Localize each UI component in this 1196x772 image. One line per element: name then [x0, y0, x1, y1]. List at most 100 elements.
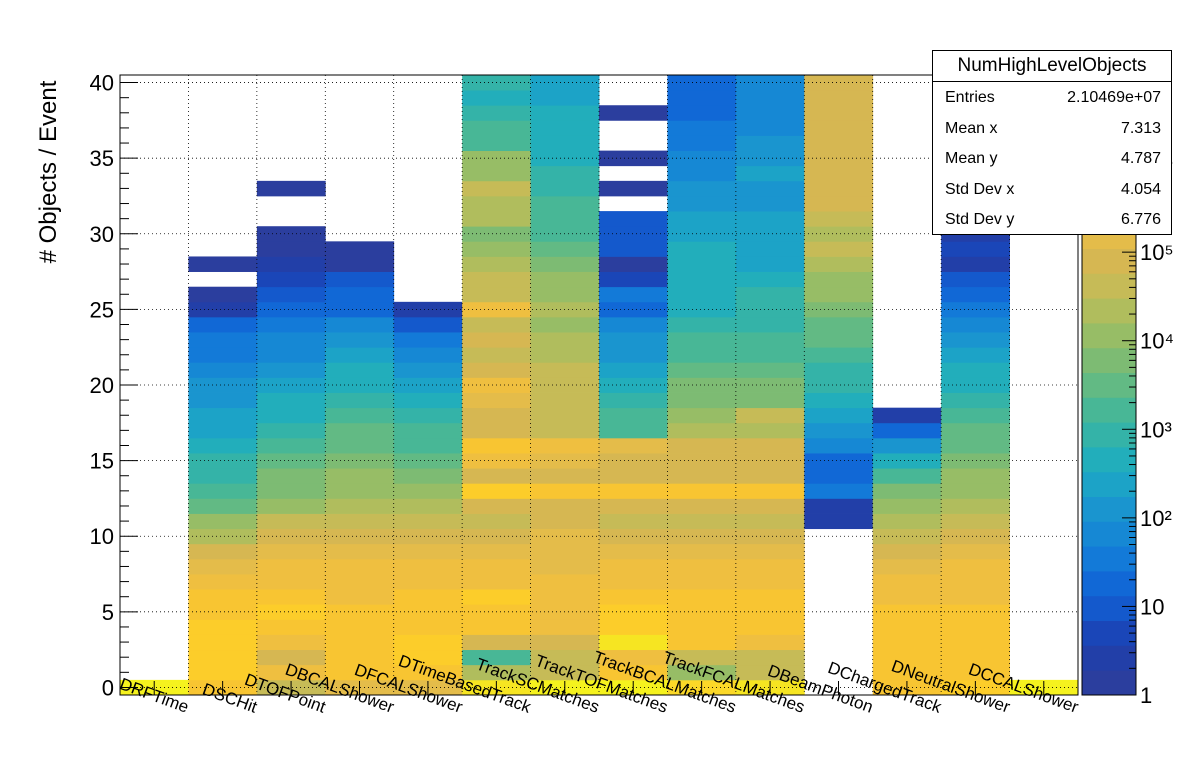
- heatmap-cell: [393, 664, 463, 681]
- heatmap-cell: [462, 120, 531, 136]
- heatmap-cell: [599, 180, 668, 197]
- heatmap-cell: [941, 392, 1010, 409]
- heatmap-cell: [599, 226, 668, 242]
- stats-value: 7.313: [1120, 119, 1161, 137]
- heatmap-cell: [530, 649, 600, 666]
- heatmap-cell: [872, 558, 942, 575]
- heatmap-cell: [325, 422, 395, 439]
- heatmap-cell: [804, 241, 874, 257]
- heatmap-cell: [735, 513, 805, 530]
- heatmap-cell: [735, 619, 805, 635]
- heatmap-cell: [941, 634, 1010, 651]
- heatmap-cell: [462, 271, 531, 288]
- heatmap-cell: [941, 543, 1010, 560]
- heatmap-cell: [256, 498, 326, 514]
- heatmap-cell: [188, 604, 258, 620]
- heatmap-cell: [735, 150, 805, 167]
- heatmap-cell: [667, 543, 737, 560]
- heatmap-cell: [667, 604, 737, 620]
- heatmap-cell: [872, 589, 942, 605]
- heatmap-cell: [188, 392, 258, 409]
- heatmap-cell: [941, 483, 1010, 499]
- heatmap-cell: [325, 362, 395, 378]
- heatmap-cell: [188, 407, 258, 424]
- heatmap-cell: [325, 619, 395, 635]
- z-tick-label: 1: [1140, 683, 1152, 708]
- stats-value: 2.10469e+07: [1067, 89, 1161, 106]
- heatmap-cell: [530, 332, 600, 348]
- heatmap-cell: [462, 180, 531, 197]
- heatmap-cell: [393, 634, 463, 651]
- heatmap-cell: [188, 634, 258, 651]
- heatmap-cell: [188, 589, 258, 605]
- heatmap-cell: [188, 528, 258, 545]
- heatmap-cell: [804, 75, 874, 91]
- heatmap-cell: [393, 332, 463, 348]
- heatmap-cell: [804, 256, 874, 272]
- heatmap-cell: [941, 332, 1010, 348]
- heatmap-cell: [599, 664, 668, 681]
- heatmap-cell: [256, 574, 326, 590]
- heatmap-cell: [188, 543, 258, 560]
- heatmap-cell: [599, 316, 668, 333]
- heatmap-cell: [667, 75, 737, 91]
- stats-row-std-dev-x: Std Dev x 4.054: [933, 174, 1171, 205]
- heatmap-cell: [188, 286, 258, 303]
- heatmap-cell: [256, 649, 326, 666]
- heatmap-cell: [325, 649, 395, 666]
- heatmap-cell: [599, 604, 668, 620]
- heatmap-cell: [462, 543, 531, 560]
- heatmap-cell: [941, 271, 1010, 288]
- heatmap-cell: [462, 407, 531, 424]
- z-tick-label: 10: [1140, 594, 1164, 619]
- heatmap-cell: [941, 453, 1010, 469]
- heatmap-cell: [393, 543, 463, 560]
- y-tick-label: 20: [90, 373, 114, 398]
- heatmap-cell: [256, 226, 326, 242]
- heatmap-cell: [530, 90, 600, 106]
- y-tick-label: 35: [90, 146, 114, 171]
- heatmap-cell: [735, 589, 805, 605]
- heatmap-cell: [941, 407, 1010, 424]
- heatmap-cell: [325, 543, 395, 560]
- heatmap-cell: [462, 256, 531, 272]
- heatmap-cell: [462, 619, 531, 635]
- heatmap-cell: [325, 498, 395, 514]
- heatmap-cell: [188, 347, 258, 363]
- heatmap-cell: [667, 286, 737, 303]
- heatmap-cell: [735, 498, 805, 514]
- heatmap-cell: [393, 498, 463, 514]
- heatmap-cell: [462, 437, 531, 454]
- heatmap-cell: [188, 453, 258, 469]
- heatmap-cell: [530, 135, 600, 152]
- heatmap-cell: [325, 437, 395, 454]
- heatmap-cell: [735, 649, 805, 666]
- heatmap-cell: [599, 286, 668, 303]
- heatmap-cell: [188, 619, 258, 635]
- stats-label: Mean x: [945, 119, 998, 137]
- heatmap-cell: [325, 664, 395, 681]
- heatmap-cell: [599, 241, 668, 257]
- heatmap-cell: [735, 437, 805, 454]
- heatmap-cell: [462, 332, 531, 348]
- heatmap-cell: [325, 332, 395, 348]
- heatmap-cell: [462, 347, 531, 363]
- heatmap-cell: [735, 392, 805, 409]
- heatmap-cell: [393, 347, 463, 363]
- heatmap-cell: [325, 301, 395, 318]
- heatmap-cell: [667, 392, 737, 409]
- heatmap-cell: [735, 105, 805, 121]
- heatmap-cell: [667, 634, 737, 651]
- heatmap-cell: [393, 468, 463, 484]
- heatmap-cell: [872, 604, 942, 620]
- heatmap-cell: [256, 422, 326, 439]
- heatmap-cell: [667, 301, 737, 318]
- heatmap-cell: [325, 574, 395, 590]
- heatmap-cell: [804, 271, 874, 288]
- heatmap-cell: [599, 437, 668, 454]
- heatmap-cell: [530, 634, 600, 651]
- heatmap-cell: [256, 241, 326, 257]
- heatmap-cell: [530, 498, 600, 514]
- stats-box: NumHighLevelObjects Entries 2.10469e+07 …: [932, 50, 1172, 235]
- heatmap-cell: [462, 513, 531, 530]
